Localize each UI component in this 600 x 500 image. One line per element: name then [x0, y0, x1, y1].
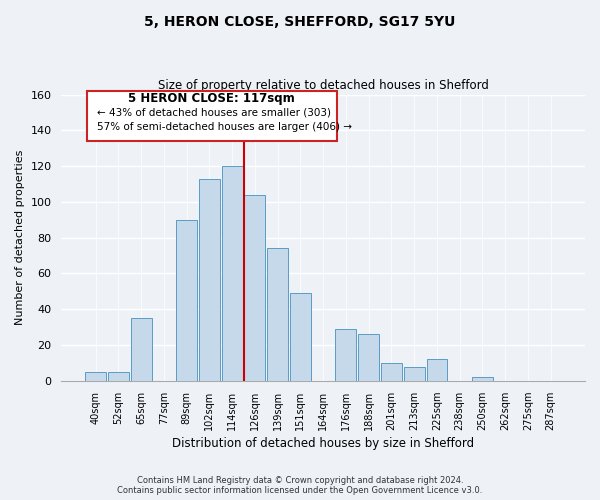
Bar [176, 220, 197, 381]
Bar [199, 178, 220, 381]
FancyBboxPatch shape [86, 91, 337, 141]
Text: 5, HERON CLOSE, SHEFFORD, SG17 5YU: 5, HERON CLOSE, SHEFFORD, SG17 5YU [145, 15, 455, 29]
Bar [131, 318, 152, 381]
Text: Contains HM Land Registry data © Crown copyright and database right 2024.
Contai: Contains HM Land Registry data © Crown c… [118, 476, 482, 495]
X-axis label: Distribution of detached houses by size in Shefford: Distribution of detached houses by size … [172, 437, 474, 450]
Bar [244, 195, 265, 381]
Bar [472, 378, 493, 381]
Bar [335, 329, 356, 381]
Bar [427, 360, 448, 381]
Text: 57% of semi-detached houses are larger (406) →: 57% of semi-detached houses are larger (… [97, 122, 352, 132]
Y-axis label: Number of detached properties: Number of detached properties [15, 150, 25, 326]
Title: Size of property relative to detached houses in Shefford: Size of property relative to detached ho… [158, 79, 488, 92]
Bar [108, 372, 129, 381]
Bar [358, 334, 379, 381]
Bar [85, 372, 106, 381]
Text: 5 HERON CLOSE: 117sqm: 5 HERON CLOSE: 117sqm [128, 92, 295, 104]
Bar [381, 363, 402, 381]
Bar [290, 293, 311, 381]
Bar [267, 248, 288, 381]
Text: ← 43% of detached houses are smaller (303): ← 43% of detached houses are smaller (30… [97, 108, 331, 118]
Bar [222, 166, 242, 381]
Bar [404, 366, 425, 381]
